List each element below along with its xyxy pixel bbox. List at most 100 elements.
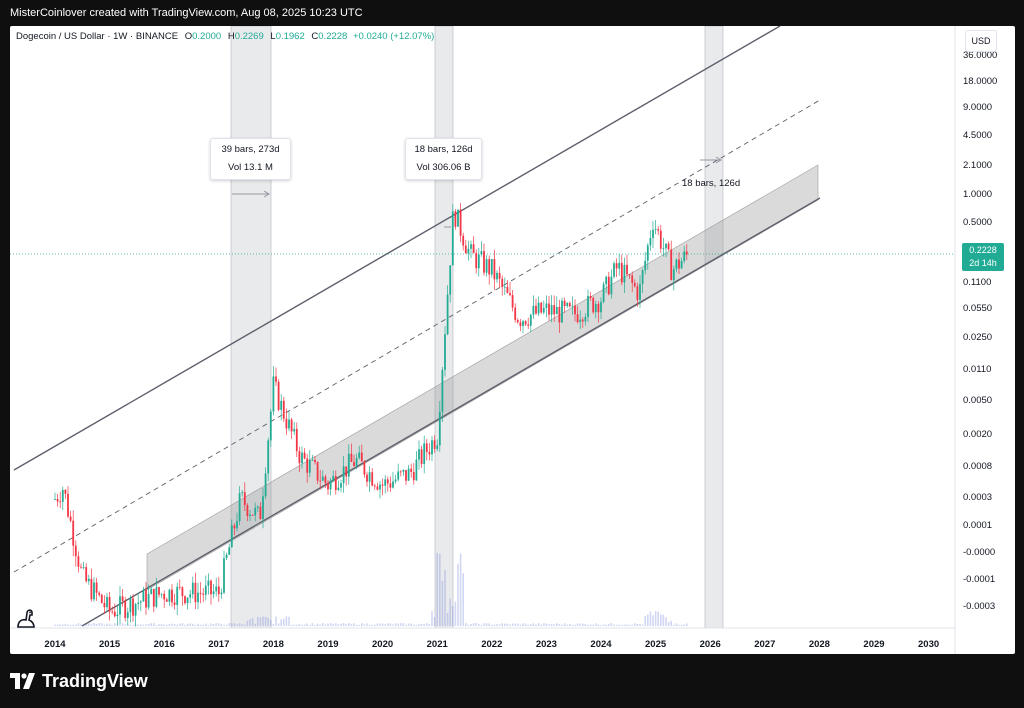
candle-body — [574, 305, 576, 315]
x-tick-label: 2019 — [317, 639, 338, 650]
volume-bar — [179, 623, 181, 626]
candle-body — [490, 259, 493, 275]
volume-bar — [514, 623, 516, 626]
volume-bar — [511, 623, 514, 626]
candle-body — [584, 316, 587, 322]
candle-body — [82, 567, 85, 568]
candle-body — [467, 248, 470, 254]
y-tick-label: 18.0000 — [963, 76, 997, 87]
volume-bar — [293, 624, 295, 626]
candle-body — [449, 265, 452, 295]
candle-body — [145, 590, 147, 608]
candle-body — [233, 525, 236, 529]
candle-body — [290, 419, 293, 432]
candle-body — [184, 596, 186, 604]
range-tooltip-2: 18 bars, 126d Vol 306.06 B — [405, 138, 482, 180]
candle-body — [238, 493, 241, 522]
candle-body — [475, 253, 478, 269]
volume-bar — [641, 624, 644, 626]
candle-body — [522, 321, 524, 327]
volume-bar — [348, 623, 350, 626]
range-tooltip-1: 39 bars, 273d Vol 13.1 M — [210, 138, 291, 180]
range-tooltip-volume: Vol 13.1 M — [228, 162, 273, 173]
volume-bar — [449, 598, 451, 626]
volume-bar — [355, 624, 358, 626]
volume-bar — [337, 624, 340, 626]
volume-bar — [77, 623, 80, 626]
candle-body — [376, 486, 379, 490]
candle-body — [350, 453, 353, 462]
volume-bar — [480, 624, 483, 626]
candle-body — [386, 479, 389, 484]
volume-bar — [647, 614, 649, 626]
volume-bar — [259, 617, 262, 626]
volume-bar — [652, 615, 654, 626]
candle-body — [332, 476, 335, 481]
volume-bar — [459, 553, 462, 626]
candle-body — [511, 295, 514, 308]
volume-bar — [277, 623, 280, 626]
volume-bar — [519, 624, 522, 626]
candle-body — [311, 460, 314, 461]
volume-bar — [207, 624, 210, 626]
candle-body — [340, 483, 342, 488]
candle-body — [516, 320, 519, 323]
volume-bar — [631, 624, 633, 626]
x-tick-label: 2028 — [809, 639, 830, 650]
volume-bar — [566, 624, 568, 626]
candle-body — [327, 482, 329, 490]
candle-body — [623, 264, 626, 283]
volume-bar — [272, 623, 275, 626]
y-tick-label: 0.0050 — [963, 395, 992, 406]
volume-bar — [371, 624, 373, 626]
x-tick-label: 2030 — [918, 639, 939, 650]
candle-body — [303, 452, 306, 459]
volume-bar — [210, 623, 212, 626]
candle-body — [532, 305, 535, 315]
volume-bar — [436, 552, 438, 626]
candle-body — [54, 499, 56, 500]
volume-bar — [62, 624, 64, 626]
price-chart[interactable]: 36.0000 18.0000 9.0000 4.5000 2.1000 1.0000 0.… — [10, 26, 1015, 654]
candle-body — [319, 480, 322, 482]
volume-bar — [72, 624, 74, 626]
candle-body — [613, 263, 615, 277]
volume-bar — [137, 624, 139, 626]
volume-bar — [493, 624, 496, 626]
candle-body — [464, 245, 467, 254]
x-tick-label: 2018 — [263, 639, 284, 650]
volume-bar — [545, 623, 548, 626]
volume-bar — [563, 623, 566, 626]
candle-body — [537, 302, 540, 314]
x-tick-label: 2027 — [754, 639, 775, 650]
candle-body — [77, 556, 80, 567]
volume-bar — [597, 624, 600, 626]
candle-body — [147, 594, 150, 608]
volume-bar — [418, 623, 420, 626]
candle-body — [446, 294, 449, 335]
candle-body — [592, 297, 595, 313]
candle-body — [457, 209, 459, 227]
volume-bar — [605, 624, 607, 626]
symbol-title[interactable]: Dogecoin / US Dollar · 1W · BINANCE — [16, 31, 179, 42]
volume-bar — [680, 624, 683, 626]
candle-body — [410, 468, 413, 472]
candle-body — [373, 485, 376, 487]
candle-body — [347, 453, 350, 477]
volume-bar — [101, 623, 103, 626]
candle-body — [485, 259, 488, 273]
candle-body — [529, 314, 532, 326]
volume-bar — [202, 624, 204, 626]
currency-button[interactable]: USD — [965, 30, 997, 52]
x-tick-label: 2024 — [590, 639, 612, 650]
candle-body — [267, 440, 270, 474]
candle-body — [288, 419, 290, 429]
candle-body — [607, 276, 610, 295]
tradingview-brand[interactable]: TradingView — [10, 668, 148, 694]
volume-bar — [108, 623, 111, 626]
volume-bar — [602, 624, 605, 626]
volume-bar — [543, 623, 545, 626]
volume-bar — [527, 624, 529, 626]
candle-body — [126, 612, 129, 618]
volume-bar — [340, 623, 342, 626]
